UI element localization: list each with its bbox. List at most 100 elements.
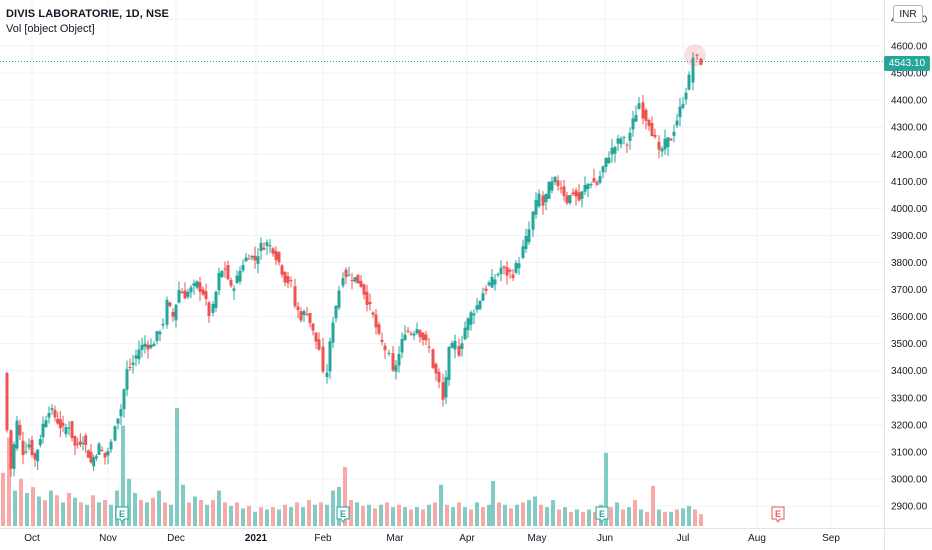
- volume-bar: [241, 508, 245, 526]
- candle-body: [223, 268, 227, 270]
- candle-body: [359, 280, 363, 287]
- volume-bar: [385, 502, 389, 526]
- candle-body: [86, 450, 90, 458]
- candle-body: [78, 441, 82, 445]
- candle-body: [220, 270, 224, 277]
- candle-body: [155, 331, 159, 341]
- volume-bar: [569, 511, 573, 526]
- volume-bar: [657, 509, 661, 526]
- volume-bar: [527, 500, 531, 526]
- candle-body: [610, 147, 614, 155]
- candle-body: [286, 276, 290, 284]
- candle-body: [283, 272, 287, 283]
- candle-body: [211, 303, 215, 314]
- volume-bar: [259, 507, 263, 526]
- earnings-marker[interactable]: E: [336, 506, 350, 523]
- candle-body: [15, 420, 19, 449]
- candle-body: [97, 443, 101, 455]
- volume-bar: [313, 504, 317, 526]
- candle-body: [53, 409, 57, 418]
- candle-body: [466, 318, 470, 331]
- candle-body: [556, 180, 560, 187]
- earnings-marker[interactable]: E: [595, 506, 609, 523]
- candle-body: [604, 157, 608, 167]
- volume-bar: [211, 500, 215, 526]
- candle-body: [514, 263, 518, 273]
- candle-body: [657, 141, 661, 150]
- earnings-marker[interactable]: E: [771, 506, 785, 523]
- volume-bar: [581, 511, 585, 526]
- volume-bar: [1, 472, 5, 526]
- candle-body: [195, 281, 199, 288]
- volume-bar: [355, 502, 359, 526]
- candle-body: [368, 301, 372, 305]
- candle-body: [397, 353, 401, 366]
- volume-bar: [627, 507, 631, 526]
- volume-bar: [487, 504, 491, 526]
- last-price-tag: 4543.10: [884, 56, 930, 71]
- x-tick-label: Dec: [167, 533, 185, 544]
- candle-body: [119, 409, 123, 417]
- volume-bar: [187, 502, 191, 526]
- volume-bar: [325, 504, 329, 526]
- candle-body: [73, 436, 77, 446]
- candle-body: [412, 333, 416, 336]
- volume-bar: [469, 509, 473, 526]
- currency-label[interactable]: INR: [893, 5, 923, 23]
- candle-body: [217, 272, 221, 291]
- candle-body: [450, 343, 454, 348]
- volume-bar: [687, 505, 691, 526]
- volume-bar: [403, 507, 407, 526]
- candle-body: [463, 327, 467, 340]
- candle-body: [421, 332, 425, 340]
- earnings-marker[interactable]: E: [115, 506, 129, 523]
- candle-body: [487, 282, 491, 286]
- candle-body: [50, 408, 54, 411]
- candle-body: [699, 58, 703, 65]
- x-tick-label: Apr: [459, 533, 475, 544]
- volume-bar: [61, 502, 65, 526]
- candle-body: [296, 306, 300, 311]
- candle-body: [250, 255, 254, 258]
- volume-legend[interactable]: Vol [object Object]: [6, 23, 95, 35]
- candle-body: [586, 183, 590, 189]
- volume-bar: [49, 490, 53, 526]
- candle-body: [571, 192, 575, 195]
- candle-body: [562, 186, 566, 197]
- candle-body: [277, 252, 281, 263]
- candle-body: [484, 288, 488, 291]
- volume-bar: [97, 502, 101, 526]
- candle-body: [424, 334, 428, 341]
- x-tick-label: Mar: [386, 533, 404, 544]
- volume-bar: [593, 511, 597, 526]
- volume-bars: [1, 408, 703, 526]
- candle-body: [207, 302, 211, 317]
- candle-body: [47, 413, 51, 418]
- candle-body: [691, 57, 695, 83]
- earnings-badge: [595, 506, 609, 523]
- candle-body: [550, 181, 554, 191]
- candle-body: [675, 120, 679, 126]
- candle-body: [524, 236, 528, 249]
- candle-body: [641, 102, 645, 119]
- candle-body: [280, 265, 284, 275]
- volume-bar: [319, 502, 323, 526]
- candle-body: [113, 426, 117, 441]
- candle-body: [262, 247, 266, 250]
- candle-body: [24, 451, 28, 453]
- candle-body: [409, 333, 413, 335]
- y-tick-label: 3200.00: [891, 420, 928, 431]
- candle-body: [247, 258, 251, 260]
- volume-bar: [515, 504, 519, 526]
- candle-body: [406, 330, 410, 332]
- candle-body: [625, 144, 629, 146]
- y-tick-label: 3100.00: [891, 447, 928, 458]
- candle-body: [681, 104, 685, 108]
- candle-body: [314, 332, 318, 342]
- volume-bar: [85, 504, 89, 526]
- candle-body: [18, 424, 22, 436]
- symbol-title[interactable]: DIVIS LABORATORIE, 1D, NSE: [6, 8, 169, 20]
